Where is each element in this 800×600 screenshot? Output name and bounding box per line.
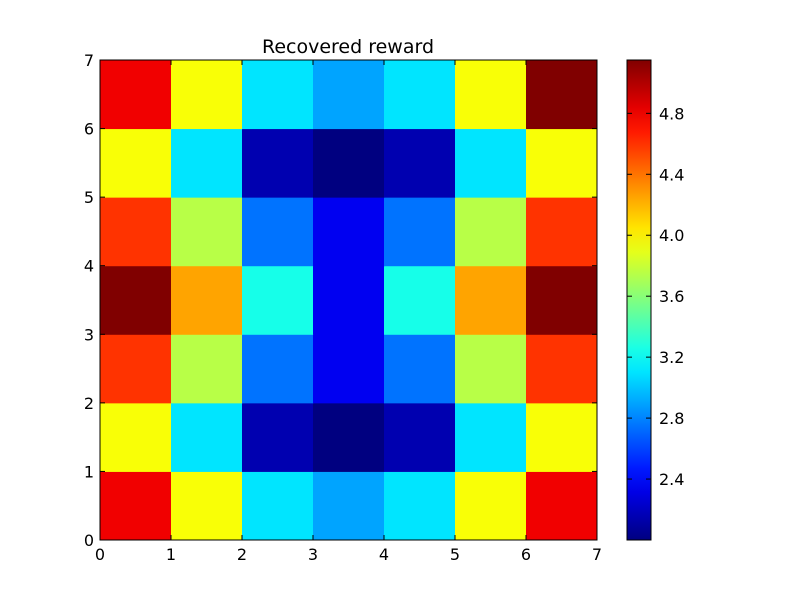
heatmap-cell bbox=[384, 128, 456, 198]
heatmap-cell bbox=[100, 402, 172, 472]
heatmap-cell bbox=[171, 265, 243, 335]
heatmap-cell bbox=[384, 471, 456, 541]
heatmap-cell bbox=[100, 334, 172, 404]
x-tick-label: 7 bbox=[592, 545, 602, 564]
heatmap-cell bbox=[313, 471, 385, 541]
heatmap-cell bbox=[171, 128, 243, 198]
colorbar-tick-label: 3.6 bbox=[659, 287, 684, 306]
heatmap-cell bbox=[526, 60, 598, 130]
heatmap-cell bbox=[100, 471, 172, 541]
colorbar-tick-label: 4.4 bbox=[659, 165, 684, 184]
x-tick-label: 5 bbox=[450, 545, 460, 564]
y-tick-label: 4 bbox=[84, 257, 94, 276]
colorbar-tick-label: 2.8 bbox=[659, 409, 684, 428]
heatmap-cell bbox=[384, 334, 456, 404]
plot-frame bbox=[99, 59, 598, 541]
heatmap-cell bbox=[242, 60, 314, 130]
heatmap-cell bbox=[100, 128, 172, 198]
y-tick-label: 0 bbox=[84, 531, 94, 550]
x-tick-label: 4 bbox=[379, 545, 389, 564]
y-tick-label: 3 bbox=[84, 325, 94, 344]
heatmap-cell bbox=[526, 128, 598, 198]
x-tick-label: 0 bbox=[95, 545, 105, 564]
heatmap-cell bbox=[171, 334, 243, 404]
heatmap-cell bbox=[526, 265, 598, 335]
heatmap-cell bbox=[526, 402, 598, 472]
colorbar-tick-label: 4.8 bbox=[659, 104, 684, 123]
chart-title: Recovered reward bbox=[262, 36, 434, 58]
heatmap-cell bbox=[384, 60, 456, 130]
x-axis: 0 1 2 3 4 5 6 7 bbox=[95, 60, 602, 564]
heatmap-cell bbox=[171, 471, 243, 541]
heatmap-cell bbox=[313, 128, 385, 198]
heatmap-cell bbox=[242, 471, 314, 541]
x-tick-label: 6 bbox=[521, 545, 531, 564]
heatmap-cells bbox=[100, 60, 598, 541]
heatmap-cell bbox=[526, 334, 598, 404]
heatmap-cell bbox=[455, 402, 527, 472]
heatmap-cell bbox=[171, 60, 243, 130]
heatmap-cell bbox=[242, 197, 314, 267]
y-axis: 0 1 2 3 4 5 6 7 bbox=[84, 51, 597, 550]
heatmap-cell bbox=[384, 197, 456, 267]
heatmap-cell bbox=[242, 334, 314, 404]
colorbar-tick-label: 4.0 bbox=[659, 226, 684, 245]
x-tick-label: 3 bbox=[308, 545, 318, 564]
heatmap-cell bbox=[242, 265, 314, 335]
heatmap-cell bbox=[384, 265, 456, 335]
heatmap-cell bbox=[455, 197, 527, 267]
y-tick-label: 2 bbox=[84, 394, 94, 413]
heatmap-cell bbox=[455, 128, 527, 198]
heatmap-cell bbox=[171, 402, 243, 472]
heatmap-cell bbox=[171, 197, 243, 267]
colorbar-tick-label: 2.4 bbox=[659, 470, 684, 489]
heatmap-cell bbox=[313, 265, 385, 335]
heatmap-cell bbox=[313, 334, 385, 404]
heatmap-cell bbox=[526, 197, 598, 267]
colorbar bbox=[626, 59, 652, 541]
colorbar-ticks: 2.4 2.8 3.2 3.6 4.0 4.4 4.8 bbox=[627, 104, 684, 489]
heatmap-cell bbox=[313, 60, 385, 130]
heatmap-cell bbox=[242, 128, 314, 198]
x-tick-label: 1 bbox=[166, 545, 176, 564]
heatmap-cell bbox=[455, 60, 527, 130]
heatmap-cell bbox=[100, 60, 172, 130]
heatmap-cell bbox=[242, 402, 314, 472]
y-tick-label: 1 bbox=[84, 462, 94, 481]
x-tick-label: 2 bbox=[237, 545, 247, 564]
colorbar-tick-label: 3.2 bbox=[659, 348, 684, 367]
heatmap-cell bbox=[526, 471, 598, 541]
heatmap-cell bbox=[455, 471, 527, 541]
heatmap-cell bbox=[313, 402, 385, 472]
y-tick-label: 7 bbox=[84, 51, 94, 70]
y-tick-label: 6 bbox=[84, 120, 94, 139]
heatmap-cell bbox=[384, 402, 456, 472]
y-tick-label: 5 bbox=[84, 188, 94, 207]
heatmap-cell bbox=[313, 197, 385, 267]
heatmap-cell bbox=[455, 334, 527, 404]
heatmap-cell bbox=[100, 265, 172, 335]
heatmap-cell bbox=[100, 197, 172, 267]
heatmap-cell bbox=[455, 265, 527, 335]
